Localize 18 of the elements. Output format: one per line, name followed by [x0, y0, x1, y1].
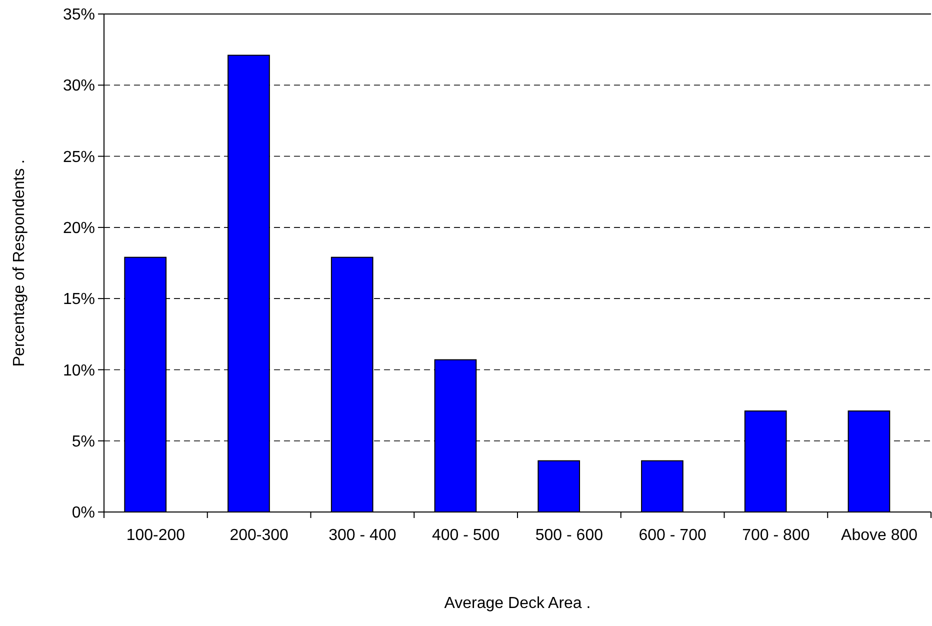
x-tick-label: Above 800 — [841, 527, 918, 544]
y-tick-label: 30% — [62, 78, 95, 95]
x-tick-label: 400 - 500 — [432, 527, 500, 544]
x-axis-title: Average Deck Area . — [444, 595, 591, 612]
y-tick-label: 0% — [72, 504, 95, 522]
y-tick-label: 35% — [62, 6, 95, 24]
y-tick-label: 20% — [62, 220, 95, 238]
y-tick-label: 15% — [62, 291, 95, 308]
y-tick-label: 5% — [72, 433, 95, 450]
x-tick-label: 200-300 — [230, 527, 289, 544]
x-tick-label: 700 - 800 — [742, 527, 810, 544]
x-tick-label: 600 - 700 — [638, 527, 706, 544]
x-tick-label: 500 - 600 — [535, 527, 604, 544]
x-tick-label: 100-200 — [126, 527, 186, 544]
y-tick-label: 25% — [62, 148, 95, 166]
y-tick-label: 10% — [62, 362, 95, 380]
y-axis-title: Percentage of Respondents . — [11, 159, 28, 367]
x-tick-label: 300 - 400 — [328, 527, 396, 544]
